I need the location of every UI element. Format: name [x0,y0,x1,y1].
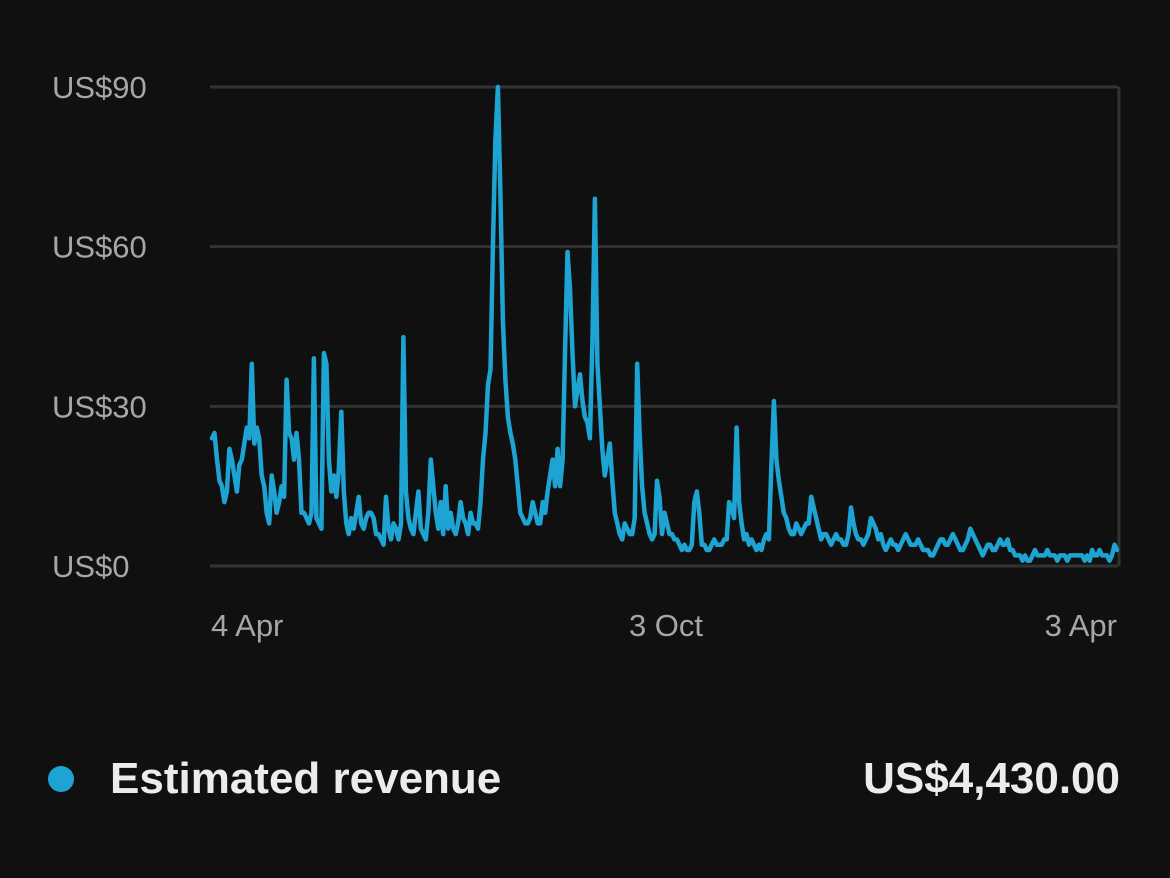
legend-series-name: Estimated revenue [110,754,502,803]
chart-legend: Estimated revenue US$4,430.00 [48,748,1120,810]
x-tick-label: 3 Apr [1045,608,1117,643]
legend-series-total: US$4,430.00 [863,754,1120,803]
revenue-line-chart: US$0 US$30 US$60 US$90 4 Apr 3 Oct 3 Apr [52,70,1121,643]
x-tick-label: 3 Oct [629,608,703,643]
y-tick-label: US$30 [52,389,147,424]
y-tick-label: US$90 [52,70,147,105]
y-tick-label: US$0 [52,549,130,584]
series-line-estimated-revenue [209,84,1120,563]
x-axis-tick-labels: 4 Apr 3 Oct 3 Apr [211,608,1117,643]
y-axis-tick-labels: US$0 US$30 US$60 US$90 [52,70,147,584]
chart-gridlines [210,85,1121,568]
legend-color-dot [48,766,74,792]
legend-entry: Estimated revenue [48,754,501,804]
x-tick-label: 4 Apr [211,608,283,643]
y-tick-label: US$60 [52,230,147,265]
